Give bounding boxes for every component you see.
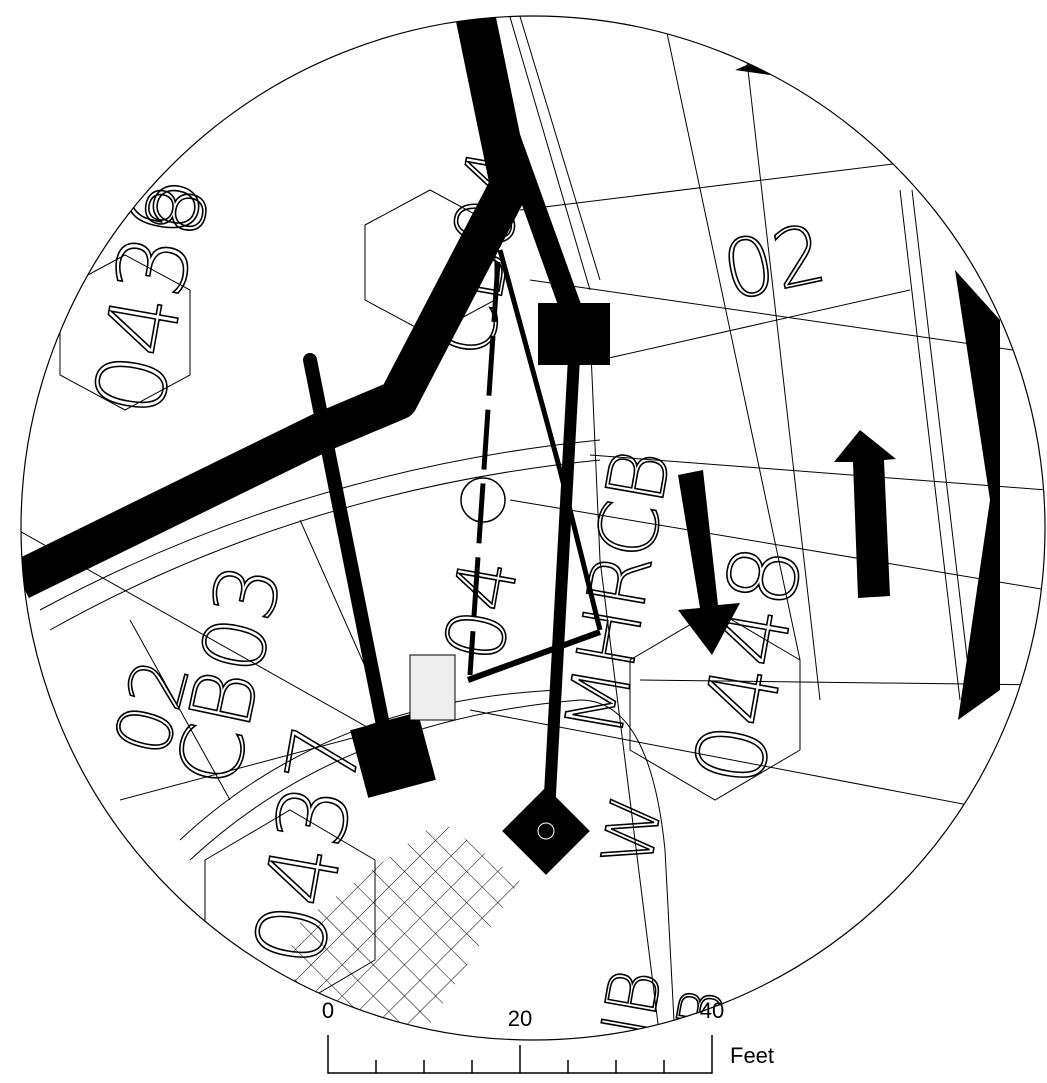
scale-label: 0	[322, 998, 334, 1023]
lens-outline	[20, 15, 1046, 1041]
pipe-label: 04	[427, 552, 536, 668]
pipe-label: 02	[715, 206, 834, 318]
scale-unit: Feet	[730, 1043, 774, 1068]
scale-label: 20	[508, 1006, 532, 1031]
structure-label: W	[586, 791, 679, 873]
structure-label: JB	[586, 963, 678, 1043]
scale-bar: 0 20 40 Feet	[322, 998, 774, 1074]
scale-label: 40	[700, 998, 724, 1023]
